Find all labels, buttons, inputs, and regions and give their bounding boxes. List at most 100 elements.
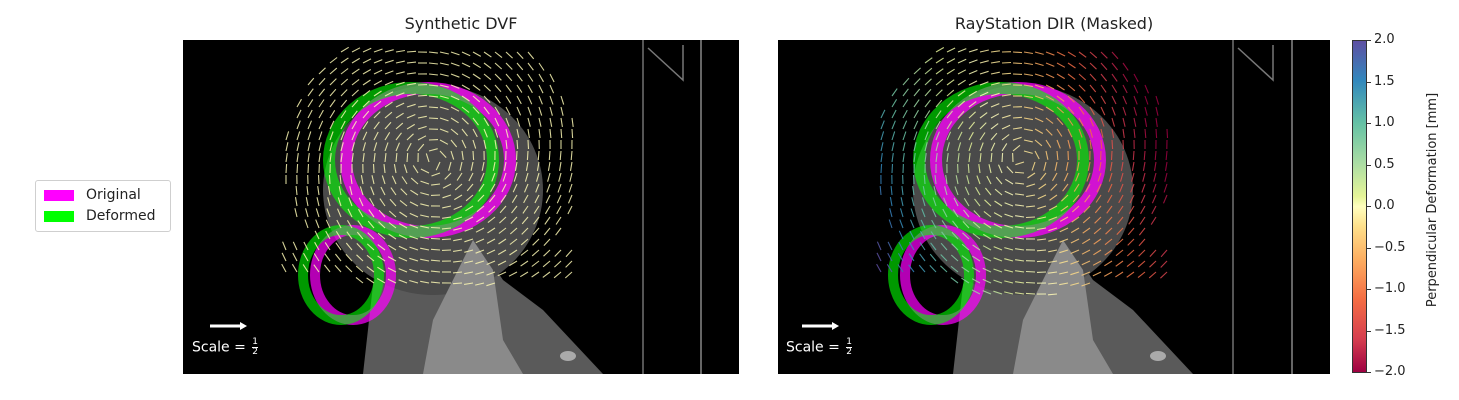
vector-arrow (383, 164, 386, 174)
vector-arrow (384, 101, 393, 108)
vector-arrow (1048, 238, 1058, 242)
colorbar-tick-label: −1.5 (1374, 323, 1406, 338)
vector-arrow (1001, 143, 1008, 152)
vector-arrow (477, 194, 485, 202)
vector-arrow (366, 277, 375, 284)
vector-arrow (1004, 269, 1014, 273)
vector-arrow (351, 68, 360, 75)
vector-arrow (565, 260, 573, 268)
vector-arrow (535, 172, 540, 182)
vector-arrow (1056, 117, 1064, 126)
vector-arrow (1070, 249, 1080, 255)
vector-arrow (497, 271, 507, 277)
vector-arrow (521, 216, 529, 225)
vector-arrow (990, 152, 993, 163)
vector-arrow (1025, 270, 1036, 273)
vector-arrow (1048, 227, 1058, 232)
vector-arrow (902, 99, 909, 108)
vector-arrow (1078, 73, 1087, 81)
vector-arrow (464, 216, 474, 222)
vector-arrow (538, 95, 543, 105)
vector-arrow (366, 254, 375, 262)
vector-arrow (957, 100, 966, 108)
vector-arrow (1034, 139, 1043, 147)
vector-arrow (511, 205, 518, 214)
vector-arrow (1061, 194, 1069, 202)
vector-arrow (968, 153, 971, 163)
vector-arrow (990, 103, 1000, 108)
vector-arrow (1001, 104, 1011, 108)
vector-arrow (505, 73, 513, 82)
vector-arrow (957, 79, 966, 86)
vector-arrow (384, 91, 394, 97)
vector-arrow (377, 232, 386, 240)
vector-arrow (1122, 106, 1127, 116)
vector-arrow (351, 78, 360, 86)
vector-arrow (430, 248, 441, 251)
vector-arrow (453, 205, 463, 211)
vector-arrow (1034, 128, 1044, 134)
vector-arrow (520, 249, 529, 256)
vector-arrow (307, 131, 312, 141)
vector-arrow (1001, 72, 1012, 75)
vector-arrow (899, 219, 904, 229)
vector-arrow (351, 110, 358, 119)
vector-arrow (478, 183, 485, 192)
vector-arrow (450, 95, 460, 101)
vector-arrow (430, 226, 441, 229)
vector-arrow (902, 153, 905, 163)
vector-arrow (494, 128, 499, 138)
vector-arrow (373, 59, 383, 64)
vector-arrow (516, 117, 521, 127)
vector-arrow (880, 131, 885, 141)
vector-arrow (963, 198, 970, 207)
vector-arrow (946, 58, 956, 64)
vector-arrow (902, 109, 908, 119)
vector-arrow (306, 186, 309, 196)
vector-arrow (880, 109, 886, 119)
vector-arrow (1038, 183, 1047, 190)
vector-arrow (1100, 139, 1103, 150)
vector-arrow (282, 241, 287, 251)
vector-arrow (1027, 172, 1036, 179)
vector-arrow (464, 282, 474, 285)
vector-arrow (345, 253, 353, 262)
vector-arrow (940, 254, 948, 262)
vector-arrow (367, 220, 375, 229)
vector-arrow (957, 69, 967, 75)
vector-arrow (968, 131, 974, 141)
vector-arrow (465, 194, 474, 202)
vector-arrow (1023, 95, 1033, 99)
vector-arrow (549, 117, 553, 127)
vector-arrow (356, 243, 364, 251)
vector-arrow (1034, 84, 1044, 89)
vector-arrow (329, 153, 332, 163)
vector-arrow (409, 279, 419, 284)
vector-arrow (428, 84, 439, 87)
left-quiver-arrows (281, 46, 574, 287)
vector-arrow (1025, 205, 1036, 208)
vector-arrow (453, 216, 463, 221)
vector-arrow (494, 51, 503, 59)
vector-arrow (430, 259, 441, 262)
vector-arrow (307, 99, 314, 108)
vector-arrow (498, 238, 507, 245)
vector-arrow (388, 210, 397, 218)
vector-arrow (1056, 95, 1065, 102)
vector-arrow (395, 92, 405, 97)
vector-arrow (1105, 227, 1113, 235)
vector-arrow (475, 249, 485, 254)
vector-arrow (913, 142, 917, 152)
vector-arrow (1048, 249, 1058, 253)
vector-arrow (1133, 128, 1136, 138)
vector-arrow (1015, 281, 1025, 284)
vector-arrow (920, 230, 926, 240)
vector-arrow (420, 236, 430, 240)
vector-arrow (1001, 114, 1011, 119)
vector-arrow (988, 164, 992, 174)
vector-arrow (1115, 249, 1124, 257)
vector-arrow (439, 128, 449, 133)
vector-arrow (472, 150, 475, 161)
vector-arrow (349, 186, 353, 196)
vector-arrow (318, 142, 322, 152)
